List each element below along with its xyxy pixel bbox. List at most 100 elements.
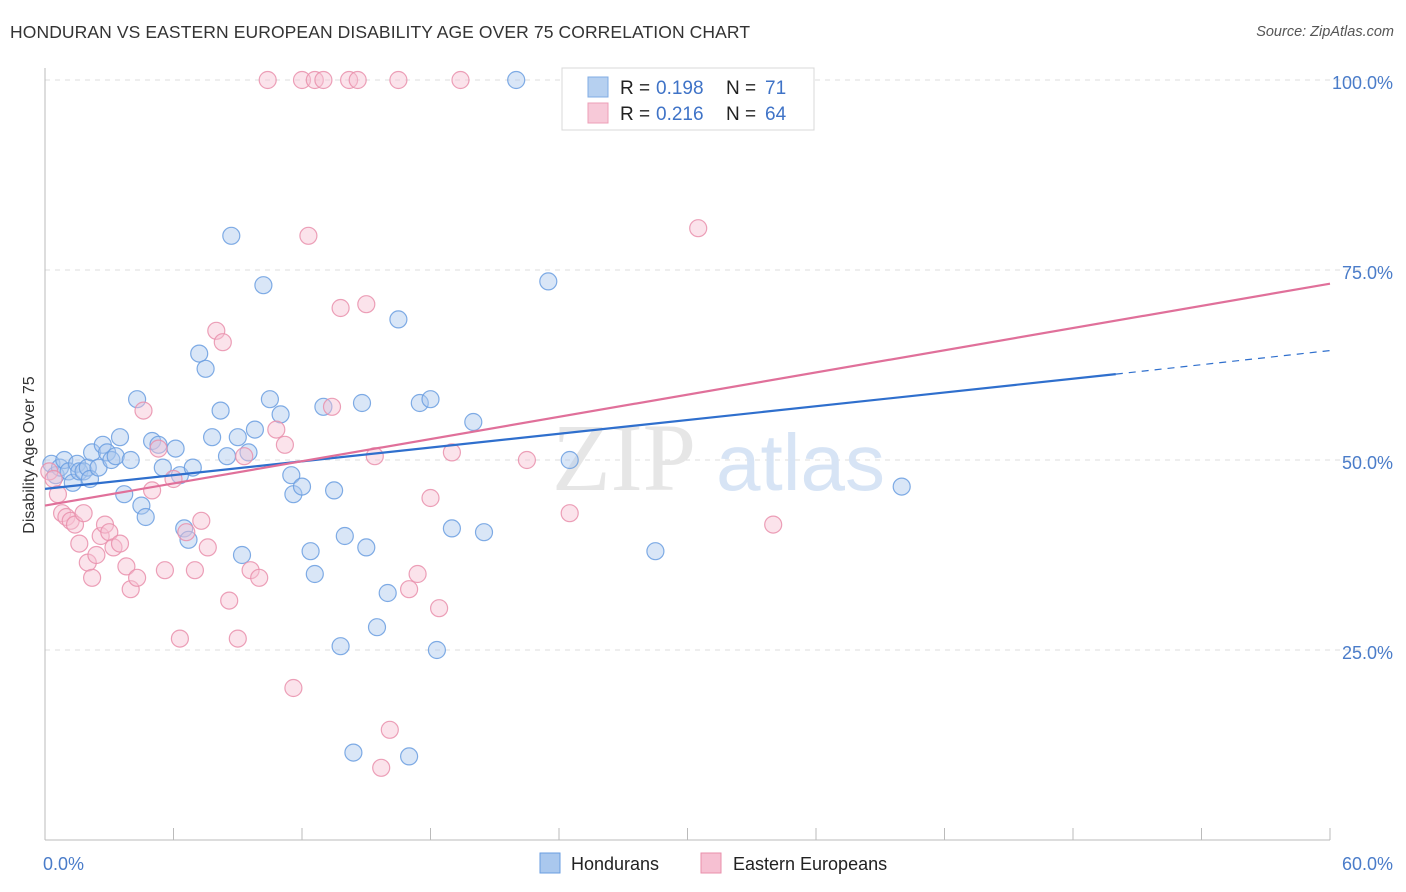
data-point-eastern-europeans bbox=[44, 469, 63, 489]
data-point-hondurans bbox=[507, 70, 526, 90]
data-point-eastern-europeans bbox=[322, 397, 342, 416]
data-point-hondurans bbox=[217, 447, 237, 466]
data-point-eastern-europeans bbox=[389, 70, 408, 90]
data-point-hondurans bbox=[389, 310, 408, 329]
data-point-hondurans bbox=[271, 405, 290, 424]
data-point-eastern-europeans bbox=[331, 298, 350, 318]
grid bbox=[45, 79, 1395, 651]
data-point-eastern-europeans bbox=[357, 295, 376, 314]
data-point-hondurans bbox=[305, 564, 324, 584]
data-point-eastern-europeans bbox=[134, 401, 153, 420]
data-point-eastern-europeans bbox=[143, 481, 162, 500]
data-point-eastern-europeans bbox=[267, 420, 286, 439]
watermark: ZIP atlas bbox=[552, 404, 885, 511]
trend-line-hondurans bbox=[44, 373, 1116, 490]
stats-n-value-2: 64 bbox=[765, 104, 787, 125]
data-point-eastern-europeans bbox=[100, 523, 119, 542]
data-point-hondurans bbox=[203, 428, 222, 447]
stats-n-label-1: N = bbox=[726, 78, 756, 99]
data-point-hondurans bbox=[106, 447, 125, 466]
data-point-hondurans bbox=[228, 428, 247, 447]
data-point-hondurans bbox=[427, 640, 446, 660]
x-tick-label-max: 60.0% bbox=[1342, 854, 1393, 874]
data-point-eastern-europeans bbox=[292, 70, 312, 90]
data-point-eastern-europeans bbox=[560, 504, 579, 523]
data-point-hondurans bbox=[82, 443, 102, 462]
data-point-eastern-europeans bbox=[430, 599, 449, 618]
data-point-eastern-europeans bbox=[348, 70, 367, 90]
data-point-hondurans bbox=[115, 485, 134, 504]
y-axis-title: Disability Age Over 75 bbox=[21, 376, 38, 534]
data-point-eastern-europeans bbox=[192, 511, 211, 530]
legend-swatch-hondurans bbox=[539, 852, 561, 874]
data-point-eastern-europeans bbox=[82, 568, 102, 587]
data-point-eastern-europeans bbox=[275, 435, 294, 454]
stats-r-label-2: R = bbox=[620, 104, 650, 125]
data-point-hondurans bbox=[121, 450, 140, 470]
data-point-eastern-europeans bbox=[198, 538, 217, 557]
legend-label-hondurans: Hondurans bbox=[571, 854, 659, 874]
axes bbox=[44, 68, 1331, 841]
stats-n-value-1: 71 bbox=[765, 78, 786, 99]
data-point-hondurans bbox=[67, 454, 87, 473]
data-point-hondurans bbox=[132, 496, 151, 515]
data-point-hondurans bbox=[560, 450, 579, 470]
data-point-eastern-europeans bbox=[117, 557, 136, 576]
tick-labels: 25.0% 50.0% 75.0% 100.0% 0.0% 60.0% bbox=[43, 73, 1393, 874]
data-point-eastern-europeans bbox=[235, 447, 254, 466]
data-point-hondurans bbox=[646, 542, 665, 561]
data-point-eastern-europeans bbox=[110, 534, 130, 553]
data-point-eastern-europeans bbox=[185, 561, 204, 580]
data-point-eastern-europeans bbox=[284, 678, 303, 698]
data-point-eastern-europeans bbox=[408, 564, 427, 584]
data-point-hondurans bbox=[378, 583, 397, 603]
stats-legend-swatch-hondurans bbox=[587, 76, 609, 98]
data-point-hondurans bbox=[301, 542, 320, 561]
data-point-eastern-europeans bbox=[689, 219, 708, 238]
data-point-hondurans bbox=[196, 359, 215, 378]
data-point-eastern-europeans bbox=[258, 70, 277, 90]
data-point-hondurans bbox=[110, 428, 130, 447]
data-point-hondurans bbox=[410, 393, 429, 413]
data-point-eastern-europeans bbox=[87, 545, 106, 565]
data-point-hondurans bbox=[211, 401, 230, 420]
data-point-hondurans bbox=[892, 477, 911, 496]
data-point-eastern-europeans bbox=[128, 568, 147, 587]
data-point-eastern-europeans bbox=[299, 226, 318, 245]
data-point-hondurans bbox=[474, 523, 494, 542]
data-point-hondurans bbox=[149, 435, 168, 454]
data-point-hondurans bbox=[292, 477, 312, 496]
data-point-hondurans bbox=[232, 545, 252, 565]
data-point-hondurans bbox=[136, 507, 155, 527]
data-point-eastern-europeans bbox=[91, 526, 110, 546]
data-point-hondurans bbox=[464, 412, 483, 432]
data-point-hondurans bbox=[254, 276, 273, 295]
data-point-hondurans bbox=[400, 747, 419, 766]
stats-r-value-1: 0.198 bbox=[656, 78, 704, 99]
data-point-eastern-europeans bbox=[228, 629, 247, 648]
trend-line-hondurans-extension bbox=[1115, 349, 1331, 375]
watermark-atlas: atlas bbox=[716, 418, 885, 507]
stats-n-label-2: N = bbox=[726, 104, 756, 125]
data-point-hondurans bbox=[128, 390, 147, 409]
data-point-eastern-europeans bbox=[517, 450, 537, 470]
stats-legend: R = 0.198 N = 71 R = 0.216 N = 64 bbox=[561, 67, 815, 131]
data-point-hondurans bbox=[245, 420, 264, 439]
data-point-eastern-europeans bbox=[380, 720, 399, 739]
data-point-eastern-europeans bbox=[372, 758, 391, 777]
data-point-hondurans bbox=[70, 462, 89, 481]
data-point-eastern-europeans bbox=[213, 333, 232, 352]
stats-r-label-1: R = bbox=[620, 78, 650, 99]
data-point-hondurans bbox=[344, 743, 363, 762]
legend-label-eastern-europeans: Eastern Europeans bbox=[733, 854, 887, 874]
data-point-hondurans bbox=[282, 466, 301, 485]
data-point-hondurans bbox=[331, 637, 350, 656]
data-point-eastern-europeans bbox=[207, 321, 226, 340]
data-point-eastern-europeans bbox=[155, 561, 174, 580]
y-tick-label: 25.0% bbox=[1342, 643, 1393, 663]
data-point-eastern-europeans bbox=[170, 629, 189, 648]
data-point-hondurans bbox=[190, 344, 209, 363]
data-point-eastern-europeans bbox=[442, 443, 461, 462]
data-point-eastern-europeans bbox=[177, 523, 196, 542]
